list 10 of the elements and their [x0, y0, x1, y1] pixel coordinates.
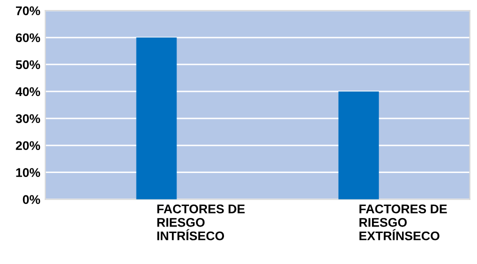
- y-tick-label: 60%: [16, 33, 40, 42]
- y-tick-label: 20%: [16, 141, 40, 150]
- y-tick-label: 50%: [16, 60, 40, 70]
- y-tick-label: 10%: [16, 168, 40, 178]
- x-tick-label: FACTORES DE RIESGO INTRÍSECO: [157, 204, 245, 240]
- y-tick-label: 40%: [16, 87, 40, 96]
- y-tick-label: 70%: [16, 6, 40, 16]
- y-tick-label: 30%: [16, 114, 40, 124]
- x-tick-label: FACTORES DE RIESGO EXTRÍNSECO: [359, 204, 447, 240]
- y-tick-label: 0%: [22, 195, 40, 204]
